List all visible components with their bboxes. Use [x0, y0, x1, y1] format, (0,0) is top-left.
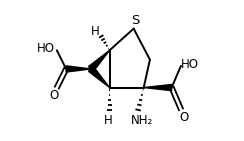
Text: S: S: [131, 14, 139, 27]
Text: NH₂: NH₂: [131, 114, 153, 127]
Text: O: O: [49, 89, 58, 102]
Polygon shape: [89, 67, 110, 88]
Text: H: H: [91, 25, 100, 38]
Polygon shape: [144, 84, 172, 91]
Polygon shape: [66, 66, 91, 72]
Text: HO: HO: [181, 58, 199, 71]
Text: HO: HO: [37, 42, 55, 55]
Text: O: O: [179, 111, 189, 124]
Text: H: H: [104, 114, 112, 127]
Polygon shape: [89, 50, 110, 71]
